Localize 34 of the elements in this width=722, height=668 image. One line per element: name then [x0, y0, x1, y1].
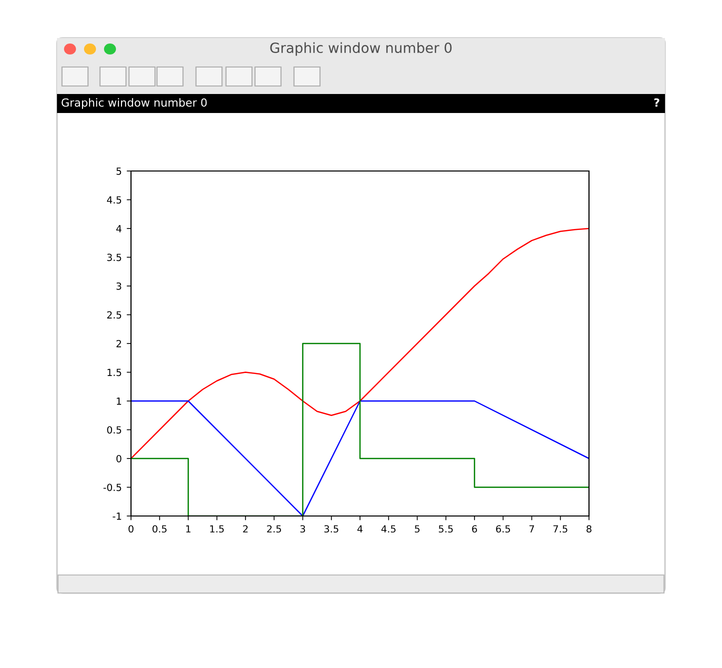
chart-subtitle: Graphic window number 0 — [62, 98, 207, 109]
y-tick-label: -1 — [112, 512, 122, 520]
x-tick-label: 3.5 — [324, 525, 338, 533]
y-tick-label: 3 — [116, 282, 122, 290]
chart-title: Graphic window number 0 — [270, 42, 452, 56]
y-tick-label: 2 — [116, 340, 121, 348]
y-tick-label: 0.5 — [107, 426, 122, 434]
x-tick-label: 7.5 — [553, 525, 568, 533]
x-tick-label: 8 — [586, 525, 592, 533]
line-series — [131, 228, 589, 460]
y-tick-label: 1 — [116, 398, 122, 405]
x-tick-label: 4.5 — [381, 525, 396, 533]
y-tick-label: 5 — [116, 168, 122, 175]
x-tick-label: 2 — [243, 525, 248, 532]
y-tick-label: 2.5 — [107, 311, 122, 319]
x-tick-label: 3 — [300, 525, 306, 533]
x-tick-label: 0.5 — [152, 525, 167, 533]
x-tick-label: 6.5 — [496, 525, 510, 533]
x-tick-label: 1 — [186, 525, 190, 532]
x-tick-label: 7 — [529, 525, 534, 532]
x-tick-label: 2.5 — [267, 525, 282, 533]
x-tick-label: 4 — [357, 525, 363, 532]
y-tick-label: 4 — [116, 225, 122, 232]
x-tick-label: 5 — [414, 525, 420, 533]
x-tick-label: 1.5 — [210, 525, 224, 533]
y-tick-label: 4.5 — [106, 196, 122, 204]
y-tick-label: 3.5 — [107, 254, 122, 262]
x-tick-label: 5.5 — [438, 525, 453, 533]
x-tick-label: 0 — [128, 525, 134, 533]
text: ? — [654, 98, 660, 107]
y-tick-label: 0 — [116, 454, 122, 462]
y-tick-label: -0.5 — [103, 484, 122, 492]
x-tick-label: 6 — [472, 525, 477, 533]
y-tick-label: 1.5 — [108, 368, 122, 376]
